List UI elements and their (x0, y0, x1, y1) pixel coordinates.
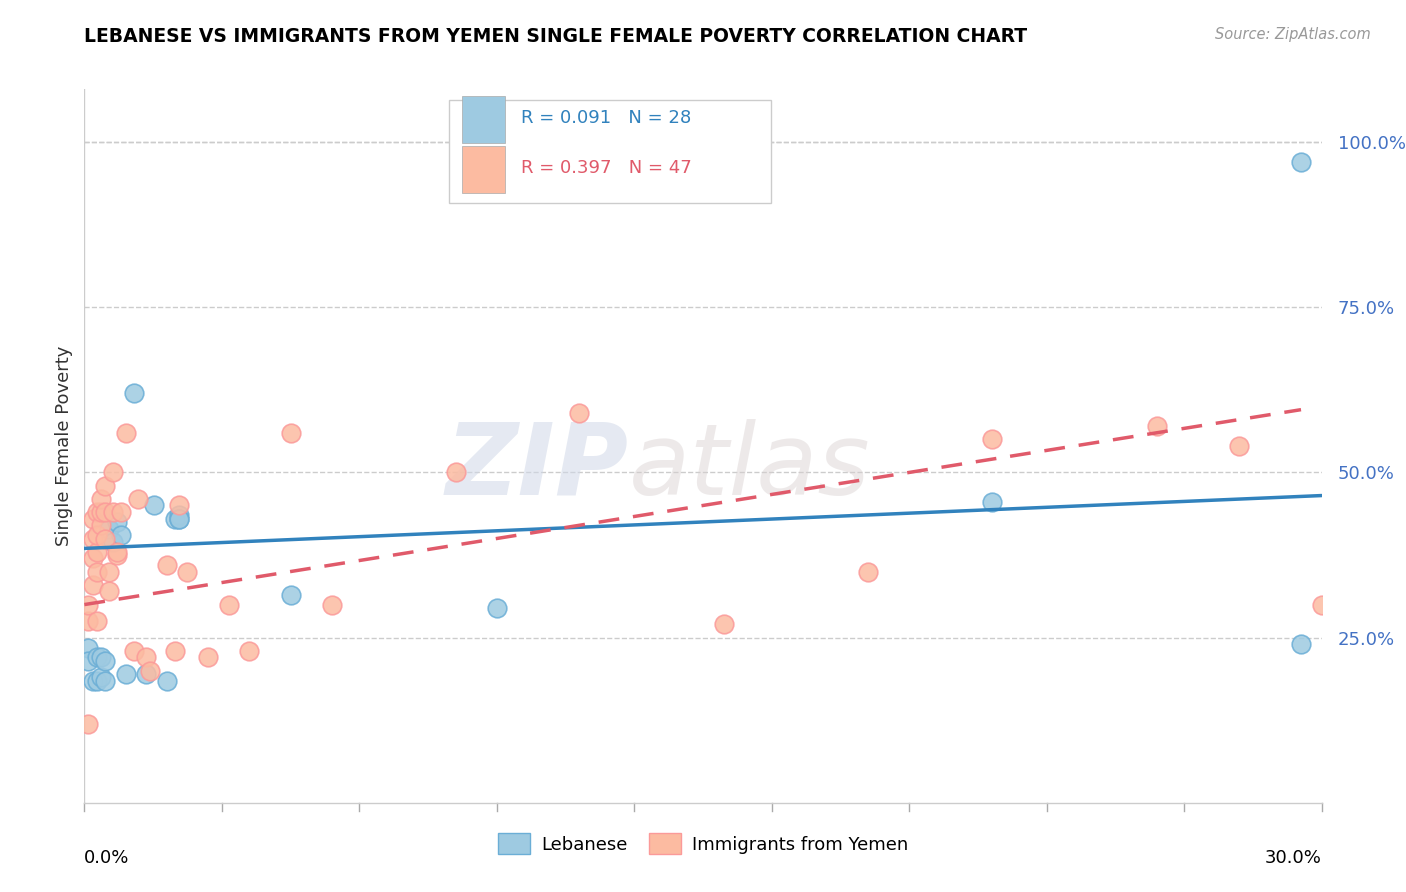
Point (94, 654, 117, 668)
Point (713, 617, 735, 632)
Text: ZIP: ZIP (446, 419, 628, 516)
Point (77, 654, 100, 668)
Point (105, 548, 128, 562)
Point (94, 532, 117, 546)
Point (143, 499, 166, 513)
Point (156, 558, 179, 572)
Point (90, 650, 112, 665)
Point (90, 518, 112, 533)
Point (980, 433, 1002, 447)
Point (86, 673, 108, 688)
Point (77, 614, 100, 628)
Point (167, 508, 190, 523)
Point (280, 588, 302, 602)
Point (82, 511, 104, 525)
Legend: Lebanese, Immigrants from Yemen: Lebanese, Immigrants from Yemen (491, 826, 915, 862)
Point (980, 495, 1002, 509)
Point (77, 716, 100, 731)
Point (1227, 439, 1250, 453)
Point (105, 515, 128, 529)
Text: Source: ZipAtlas.com: Source: ZipAtlas.com (1215, 27, 1371, 42)
Point (82, 532, 104, 546)
Point (1289, 637, 1312, 651)
Point (77, 598, 100, 612)
Point (94, 505, 117, 519)
Point (568, 406, 591, 420)
Point (197, 650, 219, 665)
Point (135, 667, 157, 681)
Point (218, 598, 240, 612)
Point (98, 584, 121, 599)
Text: R = 0.091   N = 28: R = 0.091 N = 28 (522, 109, 692, 127)
Point (82, 551, 104, 566)
Point (156, 673, 179, 688)
Point (321, 598, 343, 612)
Point (167, 511, 190, 525)
Point (90, 491, 112, 506)
Point (127, 491, 149, 506)
Point (238, 644, 260, 658)
Point (103, 466, 125, 480)
FancyBboxPatch shape (461, 96, 505, 143)
Point (82, 578, 104, 592)
Point (176, 565, 198, 579)
Point (86, 650, 108, 665)
Point (1310, 598, 1333, 612)
Point (86, 565, 108, 579)
Text: R = 0.397   N = 47: R = 0.397 N = 47 (522, 159, 692, 177)
Point (103, 534, 125, 549)
Point (110, 505, 132, 519)
Point (90, 505, 112, 519)
Text: 0.0%: 0.0% (84, 849, 129, 867)
Point (77, 640, 100, 655)
FancyBboxPatch shape (461, 146, 505, 193)
Point (165, 644, 187, 658)
Point (122, 386, 145, 401)
Text: 30.0%: 30.0% (1265, 849, 1322, 867)
Point (86, 614, 108, 628)
Point (110, 528, 132, 542)
Point (122, 644, 145, 658)
Point (139, 664, 162, 678)
Point (82, 673, 104, 688)
Point (114, 667, 136, 681)
Point (86, 528, 108, 542)
Point (135, 650, 157, 665)
Point (165, 511, 187, 525)
Point (98, 565, 121, 579)
Point (105, 545, 128, 559)
Point (167, 511, 190, 525)
Point (444, 466, 467, 480)
Point (167, 499, 190, 513)
FancyBboxPatch shape (450, 100, 770, 203)
Point (90, 670, 112, 684)
Point (280, 425, 302, 440)
Point (1289, 154, 1312, 169)
Point (86, 505, 108, 519)
Point (86, 545, 108, 559)
Point (103, 505, 125, 519)
Point (856, 565, 879, 579)
Point (485, 600, 508, 615)
Text: atlas: atlas (628, 419, 870, 516)
Point (94, 478, 117, 492)
Point (114, 425, 136, 440)
Point (1146, 419, 1168, 434)
Y-axis label: Single Female Poverty: Single Female Poverty (55, 346, 73, 546)
Point (94, 673, 117, 688)
Text: LEBANESE VS IMMIGRANTS FROM YEMEN SINGLE FEMALE POVERTY CORRELATION CHART: LEBANESE VS IMMIGRANTS FROM YEMEN SINGLE… (84, 27, 1028, 45)
Point (485, 154, 508, 169)
Point (98, 522, 121, 536)
